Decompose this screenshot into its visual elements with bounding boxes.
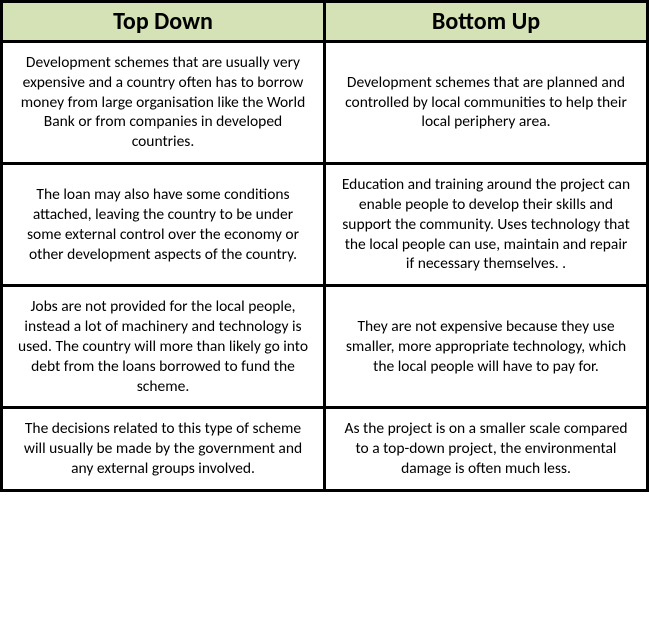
cell-top-down: The decisions related to this type of sc…	[2, 408, 325, 490]
cell-bottom-up: They are not expensive because they use …	[325, 286, 648, 408]
table-row: Jobs are not provided for the local peop…	[2, 286, 648, 408]
cell-top-down: Jobs are not provided for the local peop…	[2, 286, 325, 408]
column-header-top-down: Top Down	[2, 2, 325, 42]
cell-top-down: Development schemes that are usually ver…	[2, 42, 325, 164]
column-header-bottom-up: Bottom Up	[325, 2, 648, 42]
table-header-row: Top Down Bottom Up	[2, 2, 648, 42]
table-row: Development schemes that are usually ver…	[2, 42, 648, 164]
cell-top-down: The loan may also have some conditions a…	[2, 164, 325, 286]
cell-bottom-up: As the project is on a smaller scale com…	[325, 408, 648, 490]
table-row: The loan may also have some conditions a…	[2, 164, 648, 286]
cell-bottom-up: Development schemes that are planned and…	[325, 42, 648, 164]
table-row: The decisions related to this type of sc…	[2, 408, 648, 490]
cell-bottom-up: Education and training around the projec…	[325, 164, 648, 286]
comparison-table-container: Top Down Bottom Up Development schemes t…	[0, 0, 649, 492]
comparison-table: Top Down Bottom Up Development schemes t…	[0, 0, 649, 492]
